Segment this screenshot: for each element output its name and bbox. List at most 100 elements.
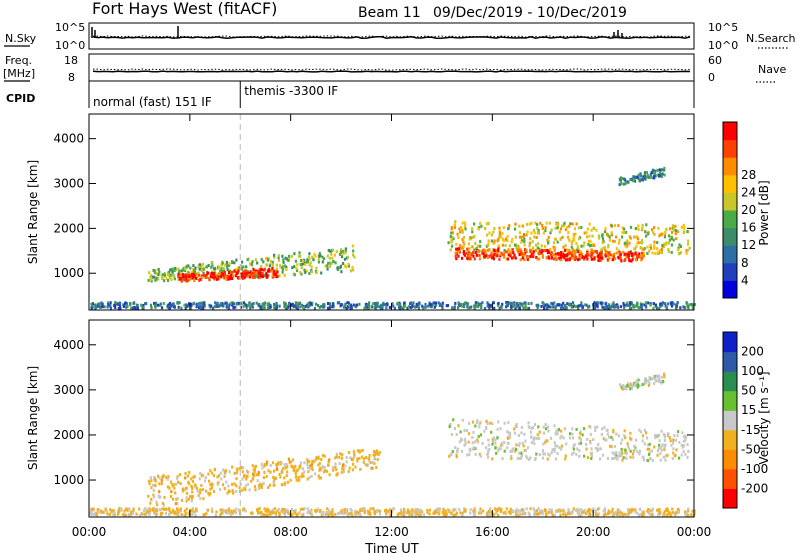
scatter-cell bbox=[224, 263, 227, 267]
scatter-cell bbox=[539, 509, 542, 513]
scatter-cell bbox=[210, 271, 213, 275]
scatter-cell bbox=[560, 434, 563, 438]
scatter-cell bbox=[563, 427, 566, 431]
scatter-cell bbox=[228, 271, 231, 275]
scatter-cell bbox=[633, 444, 636, 448]
scatter-cell bbox=[273, 507, 276, 511]
scatter-cell bbox=[283, 508, 286, 511]
scatter-cell bbox=[480, 303, 483, 307]
scatter-cell bbox=[200, 301, 203, 305]
scatter-cell bbox=[537, 257, 541, 261]
scatter-cell bbox=[230, 274, 233, 278]
scatter-cell bbox=[563, 304, 566, 307]
scatter-cell bbox=[460, 438, 464, 442]
scatter-cell bbox=[606, 512, 609, 516]
scatter-cell bbox=[445, 304, 448, 308]
scatter-cell bbox=[562, 301, 565, 305]
scatter-cell bbox=[516, 456, 519, 460]
scatter-cell bbox=[301, 259, 304, 263]
scatter-cell bbox=[342, 252, 345, 255]
scatter-cell bbox=[215, 510, 218, 514]
scatter-cell bbox=[417, 303, 420, 307]
scatter-cell bbox=[484, 227, 487, 230]
scatter-cell bbox=[662, 432, 665, 436]
scatter-cell bbox=[618, 250, 621, 254]
colorbar-segment bbox=[723, 227, 737, 246]
scatter-cell bbox=[400, 510, 403, 514]
scatter-cell bbox=[639, 512, 642, 516]
scatter-cell bbox=[514, 513, 518, 517]
scatter-cell bbox=[687, 306, 690, 310]
scatter-cell bbox=[620, 441, 623, 445]
scatter-cell bbox=[342, 467, 345, 471]
scatter-cell bbox=[531, 240, 534, 244]
scatter-cell bbox=[319, 254, 322, 258]
scatter-cell bbox=[216, 275, 219, 279]
scatter-cell bbox=[301, 467, 304, 471]
scatter-cell bbox=[590, 251, 593, 255]
scatter-cell bbox=[259, 305, 262, 309]
scatter-cell bbox=[184, 476, 187, 480]
scatter-cell bbox=[564, 248, 567, 252]
scatter-cell bbox=[656, 241, 659, 245]
colorbar-tick-label: 20 bbox=[741, 203, 756, 217]
scatter-cell bbox=[125, 304, 128, 308]
scatter-cell bbox=[554, 432, 557, 436]
scatter-cell bbox=[611, 258, 614, 262]
scatter-cell bbox=[513, 243, 517, 247]
scatter-cell bbox=[156, 303, 160, 307]
scatter-cell bbox=[370, 466, 373, 470]
scatter-cell bbox=[528, 458, 531, 461]
scatter-cell bbox=[261, 272, 264, 275]
scatter-cell bbox=[463, 429, 466, 433]
scatter-cell bbox=[294, 508, 297, 512]
scatter-cell bbox=[539, 221, 542, 225]
freq-label-line1: Freq. bbox=[5, 54, 32, 67]
scatter-cell bbox=[564, 457, 567, 461]
scatter-cell bbox=[308, 301, 311, 305]
velocity-y-axis-title: Slant Range [km] bbox=[26, 366, 40, 470]
scatter-cell bbox=[99, 305, 102, 309]
scatter-cell bbox=[634, 510, 637, 514]
scatter-cell bbox=[512, 256, 515, 259]
scatter-cell bbox=[622, 456, 625, 460]
scatter-cell bbox=[686, 455, 689, 459]
scatter-cell bbox=[367, 509, 370, 513]
scatter-cell bbox=[315, 302, 318, 306]
scatter-cell bbox=[326, 254, 329, 258]
scatter-cell bbox=[402, 511, 405, 514]
scatter-cell bbox=[496, 254, 499, 258]
scatter-cell bbox=[551, 513, 554, 517]
scatter-cell bbox=[372, 507, 375, 511]
scatter-cell bbox=[336, 268, 340, 271]
scatter-cell bbox=[306, 258, 309, 262]
colorbar-tick-label: -100 bbox=[741, 462, 768, 476]
scatter-cell bbox=[332, 302, 335, 306]
scatter-cell bbox=[514, 235, 517, 239]
scatter-cell bbox=[294, 301, 298, 305]
scatter-cell bbox=[211, 263, 214, 267]
scatter-cell bbox=[171, 483, 174, 486]
scatter-cell bbox=[223, 273, 226, 277]
scatter-cell bbox=[174, 502, 177, 506]
scatter-cell bbox=[281, 266, 284, 270]
scatter-cell bbox=[475, 247, 478, 251]
scatter-cell bbox=[130, 306, 133, 310]
scatter-cell bbox=[463, 221, 467, 225]
colorbar-segment bbox=[723, 262, 737, 281]
scatter-cell bbox=[90, 306, 93, 310]
scatter-cell bbox=[473, 306, 476, 310]
scatter-cell bbox=[371, 460, 374, 464]
scatter-cell bbox=[414, 513, 417, 517]
scatter-cell bbox=[168, 306, 171, 310]
scatter-cell bbox=[593, 255, 596, 259]
scatter-cell bbox=[212, 306, 215, 310]
scatter-cell bbox=[610, 224, 613, 228]
scatter-cell bbox=[575, 508, 579, 511]
scatter-cell bbox=[218, 474, 221, 478]
scatter-cell bbox=[563, 256, 566, 260]
scatter-cell bbox=[580, 510, 583, 514]
scatter-cell bbox=[348, 512, 351, 516]
scatter-cell bbox=[415, 305, 418, 309]
scatter-cell bbox=[253, 470, 256, 474]
